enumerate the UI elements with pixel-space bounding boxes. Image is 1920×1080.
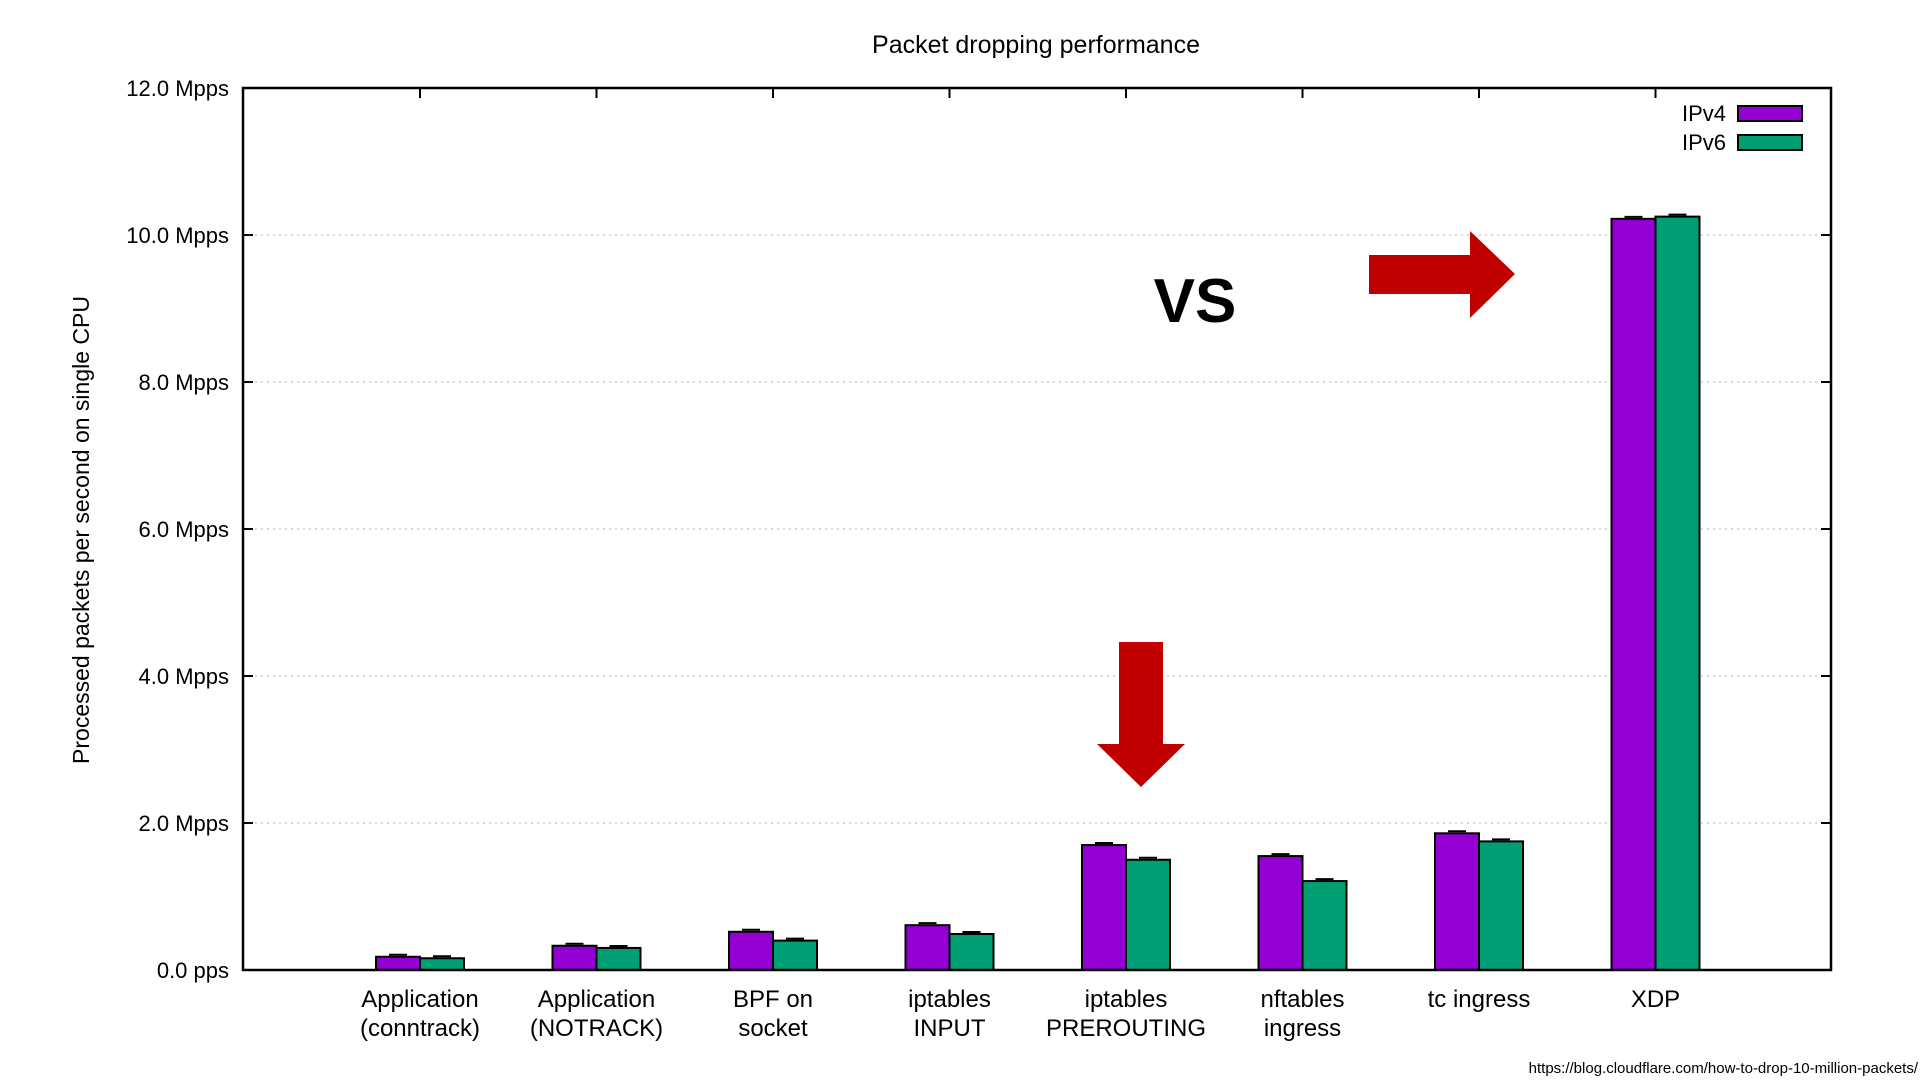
vs-annotation: VS — [1154, 267, 1237, 336]
bar-ipv6 — [948, 932, 995, 971]
x-category-label: iptables PREROUTING — [1046, 986, 1206, 1042]
bar-ipv4 — [904, 924, 951, 971]
grid-lines — [243, 234, 1831, 824]
x-category-label: iptables INPUT — [908, 986, 991, 1042]
bar-ipv4 — [1257, 855, 1304, 972]
x-category-label: nftables ingress — [1260, 986, 1344, 1042]
bar-ipv6 — [595, 946, 642, 972]
y-tick-label: 4.0 Mpps — [139, 664, 230, 689]
bar-ipv6 — [1654, 215, 1701, 971]
bar-ipv4 — [1610, 217, 1657, 971]
legend: IPv4 IPv6 — [1682, 101, 1803, 155]
axis-ticks — [243, 87, 1831, 971]
y-tick-label: 6.0 Mpps — [139, 517, 230, 542]
y-tick-label: 2.0 Mpps — [139, 811, 230, 836]
x-category-labels: Application (conntrack) Application (NOTRAC… — [360, 986, 1680, 1042]
legend-label: IPv4 — [1682, 101, 1726, 126]
bar-ipv4 — [551, 944, 598, 971]
down-arrow-annotation — [1097, 642, 1185, 787]
bar-ipv6 — [1478, 840, 1524, 971]
x-category-label: Application (conntrack) — [360, 986, 480, 1042]
y-tick-label: 12.0 Mpps — [126, 76, 229, 101]
bars — [375, 213, 1701, 972]
bar-ipv6 — [419, 957, 465, 971]
x-category-label: XDP — [1631, 986, 1680, 1013]
y-axis-label: Processed packets per second on single C… — [68, 296, 94, 764]
chart-title: Packet dropping performance — [872, 31, 1200, 59]
bar-ipv6 — [772, 939, 818, 971]
right-arrow-annotation — [1369, 231, 1515, 318]
y-tick-labels: 0.0 pps 2.0 Mpps 4.0 Mpps 6.0 Mpps 8.0 Mpps 1… — [126, 76, 229, 983]
x-category-label: Application (NOTRACK) — [530, 986, 663, 1042]
bar-ipv4 — [1081, 844, 1127, 971]
legend-label: IPv6 — [1682, 130, 1726, 155]
y-tick-label: 10.0 Mpps — [126, 223, 229, 248]
source-url: https://blog.cloudflare.com/how-to-drop-… — [1529, 1060, 1919, 1077]
x-category-label: BPF on socket — [733, 986, 813, 1042]
y-tick-label: 0.0 pps — [157, 958, 229, 983]
bar-ipv4 — [728, 930, 774, 972]
legend-swatch — [1737, 105, 1803, 122]
bar-ipv6 — [1301, 880, 1348, 971]
x-category-label: tc ingress — [1428, 986, 1531, 1013]
bar-ipv4 — [1434, 832, 1480, 971]
legend-swatch — [1737, 134, 1803, 151]
bar-ipv6 — [1125, 858, 1171, 971]
y-tick-label: 8.0 Mpps — [139, 370, 230, 395]
bar-ipv4 — [375, 955, 421, 972]
